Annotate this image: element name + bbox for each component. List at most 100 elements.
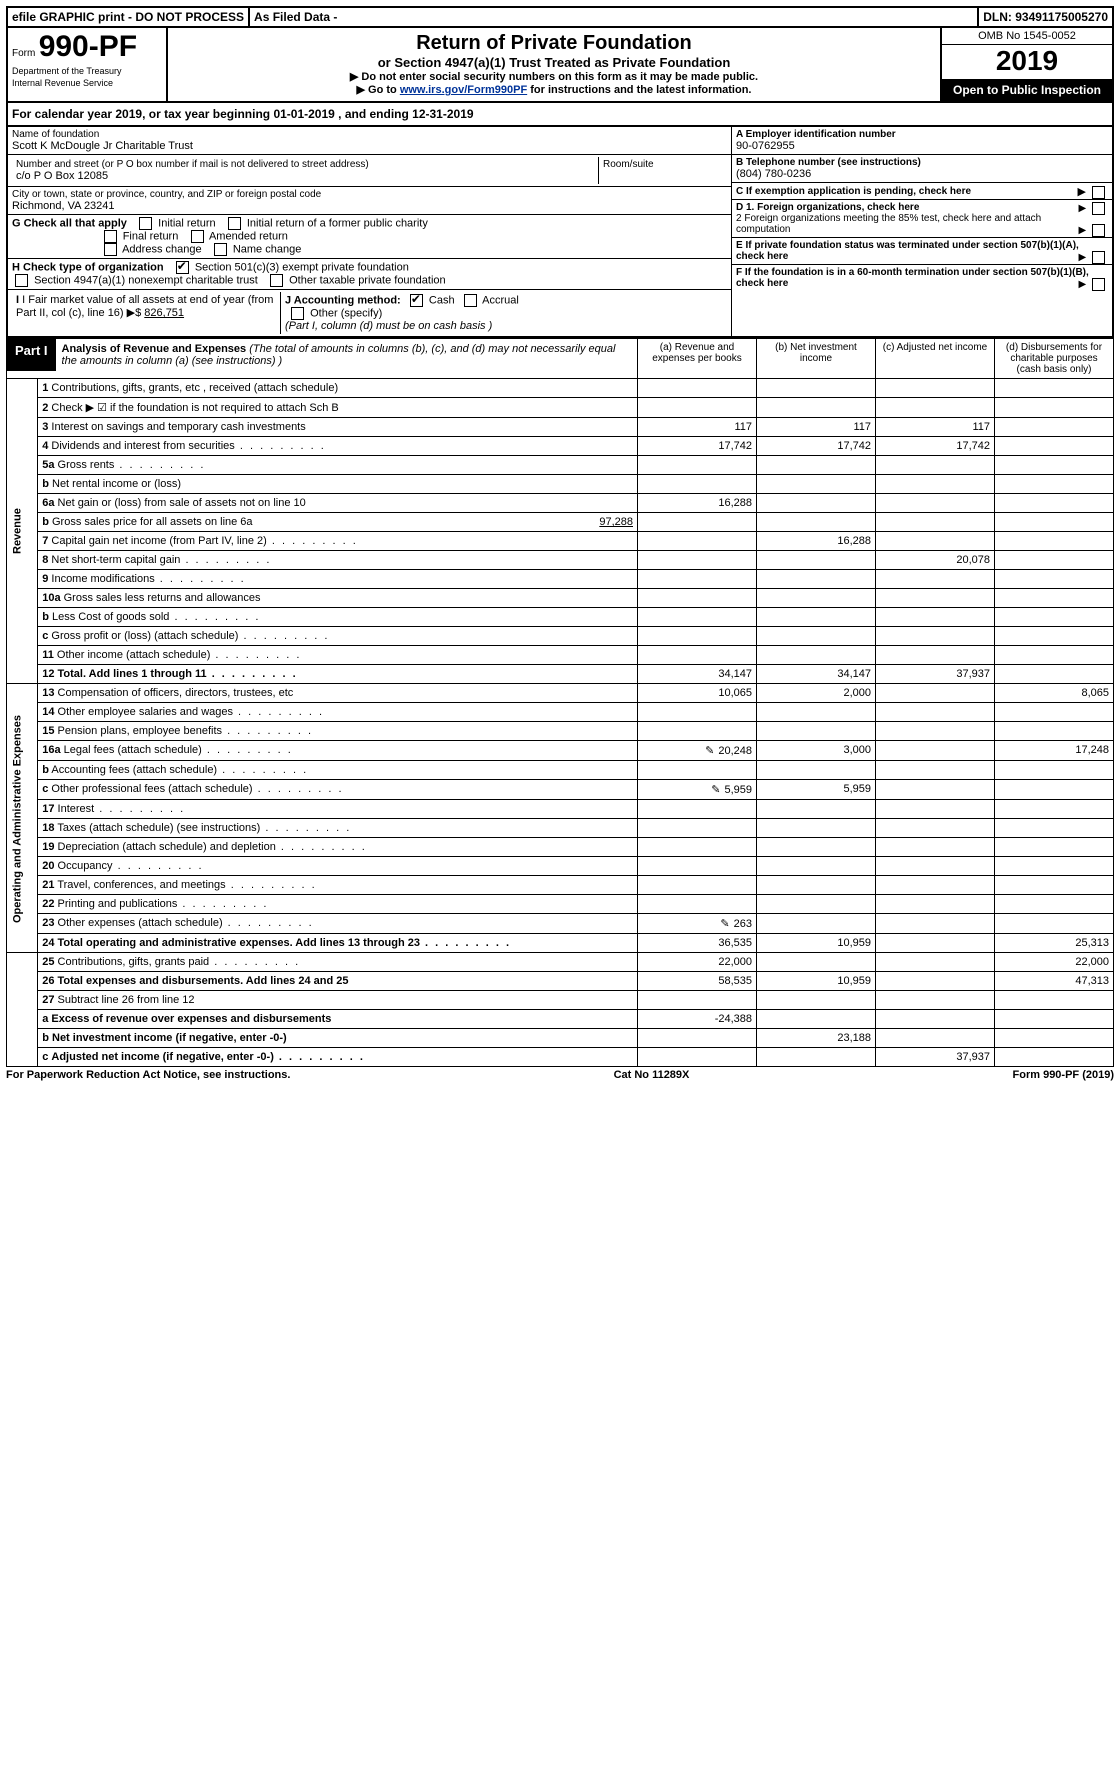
line-24: Total operating and administrative expen… bbox=[58, 937, 511, 949]
title-box: Return of Private Foundation or Section … bbox=[168, 28, 940, 101]
line-17: Interest bbox=[58, 803, 186, 815]
foreign-85-checkbox[interactable] bbox=[1092, 224, 1105, 237]
entity-info: Name of foundation Scott K McDougle Jr C… bbox=[6, 127, 1114, 338]
line-25: Contributions, gifts, grants paid bbox=[58, 956, 301, 968]
irs-link[interactable]: www.irs.gov/Form990PF bbox=[400, 84, 527, 96]
other-method-checkbox[interactable] bbox=[291, 307, 304, 320]
f-label: F If the foundation is in a 60-month ter… bbox=[736, 267, 1089, 289]
cash-checkbox[interactable] bbox=[410, 294, 423, 307]
paperwork-notice: For Paperwork Reduction Act Notice, see … bbox=[6, 1069, 290, 1081]
line-2: Check ▶ ☑ if the foundation is not requi… bbox=[51, 402, 338, 414]
line-5a: Gross rents bbox=[58, 459, 206, 471]
line-21: Travel, conferences, and meetings bbox=[57, 879, 316, 891]
line-6a: Net gain or (loss) from sale of assets n… bbox=[58, 497, 306, 509]
i-label: I bbox=[16, 294, 19, 306]
g-label: G Check all that apply bbox=[12, 217, 127, 229]
page-footer: For Paperwork Reduction Act Notice, see … bbox=[6, 1069, 1114, 1081]
a-label: A Employer identification number bbox=[736, 129, 1108, 140]
exemption-pending-checkbox[interactable] bbox=[1092, 186, 1105, 199]
col-b-header: (b) Net investment income bbox=[757, 339, 876, 379]
line-27a: Excess of revenue over expenses and disb… bbox=[51, 1013, 331, 1025]
dln-label: DLN: 93491175005270 bbox=[979, 8, 1112, 26]
line-23: Other expenses (attach schedule) bbox=[58, 917, 314, 929]
line-10c: Gross profit or (loss) (attach schedule) bbox=[51, 630, 329, 642]
form-number-box: Form 990-PF Department of the Treasury I… bbox=[8, 28, 168, 101]
line-27c: Adjusted net income (if negative, enter … bbox=[51, 1051, 365, 1063]
tax-year: 2019 bbox=[942, 45, 1112, 79]
phone-value: (804) 780-0236 bbox=[736, 168, 1108, 180]
revenue-side-label: Revenue bbox=[7, 379, 38, 684]
pen-icon[interactable] bbox=[720, 918, 733, 930]
addr-label: Number and street (or P O box number if … bbox=[16, 159, 594, 170]
line-9: Income modifications bbox=[51, 573, 245, 585]
line-7: Capital gain net income (from Part IV, l… bbox=[51, 535, 357, 547]
line-27: Subtract line 26 from line 12 bbox=[58, 994, 195, 1006]
form-prefix: Form bbox=[12, 48, 35, 59]
line-5b: Net rental income or (loss) bbox=[52, 478, 181, 490]
part1-table: Part I Analysis of Revenue and Expenses … bbox=[6, 338, 1114, 1067]
other-taxable-checkbox[interactable] bbox=[270, 274, 283, 287]
c-label: C If exemption application is pending, c… bbox=[736, 186, 971, 197]
j-note: (Part I, column (d) must be on cash basi… bbox=[285, 320, 492, 332]
e-label: E If private foundation status was termi… bbox=[736, 240, 1079, 262]
form-header: Form 990-PF Department of the Treasury I… bbox=[6, 28, 1114, 103]
part1-label: Part I bbox=[7, 339, 56, 371]
initial-former-checkbox[interactable] bbox=[228, 217, 241, 230]
501c3-checkbox[interactable] bbox=[176, 261, 189, 274]
name-change-checkbox[interactable] bbox=[214, 243, 227, 256]
line-26: Total expenses and disbursements. Add li… bbox=[58, 975, 349, 987]
instructions-line: ▶ Go to www.irs.gov/Form990PF for instru… bbox=[172, 83, 936, 96]
form-title: Return of Private Foundation bbox=[172, 32, 936, 55]
city-state-zip: Richmond, VA 23241 bbox=[12, 200, 727, 212]
line-27b: Net investment income (if negative, ente… bbox=[52, 1032, 287, 1044]
4947a1-checkbox[interactable] bbox=[15, 274, 28, 287]
city-label: City or town, state or province, country… bbox=[12, 189, 727, 200]
final-return-checkbox[interactable] bbox=[104, 230, 117, 243]
line-14: Other employee salaries and wages bbox=[58, 706, 325, 718]
form-number: 990-PF bbox=[39, 30, 137, 63]
top-bar: efile GRAPHIC print - DO NOT PROCESS As … bbox=[6, 6, 1114, 28]
expenses-side-label: Operating and Administrative Expenses bbox=[7, 684, 38, 953]
name-label: Name of foundation bbox=[12, 129, 727, 140]
j-label: J Accounting method: bbox=[285, 294, 401, 306]
efile-label: efile GRAPHIC print - DO NOT PROCESS bbox=[8, 8, 250, 26]
accrual-checkbox[interactable] bbox=[464, 294, 477, 307]
omb-box: OMB No 1545-0052 2019 Open to Public Ins… bbox=[940, 28, 1112, 101]
line-3: Interest on savings and temporary cash i… bbox=[51, 421, 305, 433]
line-20: Occupancy bbox=[58, 860, 204, 872]
b-label: B Telephone number (see instructions) bbox=[736, 157, 1108, 168]
foundation-name: Scott K McDougle Jr Charitable Trust bbox=[12, 140, 727, 152]
line-11: Other income (attach schedule) bbox=[57, 649, 301, 661]
open-inspection: Open to Public Inspection bbox=[942, 79, 1112, 101]
line-16c: Other professional fees (attach schedule… bbox=[51, 783, 343, 795]
d1-label: D 1. Foreign organizations, check here bbox=[736, 202, 919, 213]
foreign-org-checkbox[interactable] bbox=[1092, 202, 1105, 215]
dept-treasury: Department of the Treasury bbox=[12, 66, 162, 76]
line-12: Total. Add lines 1 through 11 bbox=[58, 668, 298, 680]
line-10b: Less Cost of goods sold bbox=[52, 611, 260, 623]
line-8: Net short-term capital gain bbox=[51, 554, 271, 566]
initial-return-checkbox[interactable] bbox=[139, 217, 152, 230]
form-subtitle: or Section 4947(a)(1) Trust Treated as P… bbox=[172, 55, 936, 70]
pen-icon[interactable] bbox=[711, 784, 724, 796]
status-terminated-checkbox[interactable] bbox=[1092, 251, 1105, 264]
line-4: Dividends and interest from securities bbox=[51, 440, 325, 452]
line-22: Printing and publications bbox=[58, 898, 269, 910]
60month-checkbox[interactable] bbox=[1092, 278, 1105, 291]
pen-icon[interactable] bbox=[705, 745, 718, 757]
cat-no: Cat No 11289X bbox=[614, 1069, 690, 1081]
ein-value: 90-0762955 bbox=[736, 140, 1108, 152]
calendar-year-row: For calendar year 2019, or tax year begi… bbox=[6, 103, 1114, 127]
d2-label: 2 Foreign organizations meeting the 85% … bbox=[736, 213, 1041, 235]
line-1: Contributions, gifts, grants, etc , rece… bbox=[51, 382, 338, 394]
asfiled-label: As Filed Data - bbox=[250, 8, 979, 26]
h-label: H Check type of organization bbox=[12, 261, 164, 273]
line-6b: Gross sales price for all assets on line… bbox=[52, 516, 253, 528]
amended-return-checkbox[interactable] bbox=[191, 230, 204, 243]
ssn-warning: ▶ Do not enter social security numbers o… bbox=[172, 70, 936, 83]
line-19: Depreciation (attach schedule) and deple… bbox=[58, 841, 367, 853]
line-10a: Gross sales less returns and allowances bbox=[64, 592, 261, 604]
address-change-checkbox[interactable] bbox=[104, 243, 117, 256]
irs-label: Internal Revenue Service bbox=[12, 78, 162, 88]
col-a-header: (a) Revenue and expenses per books bbox=[638, 339, 757, 379]
